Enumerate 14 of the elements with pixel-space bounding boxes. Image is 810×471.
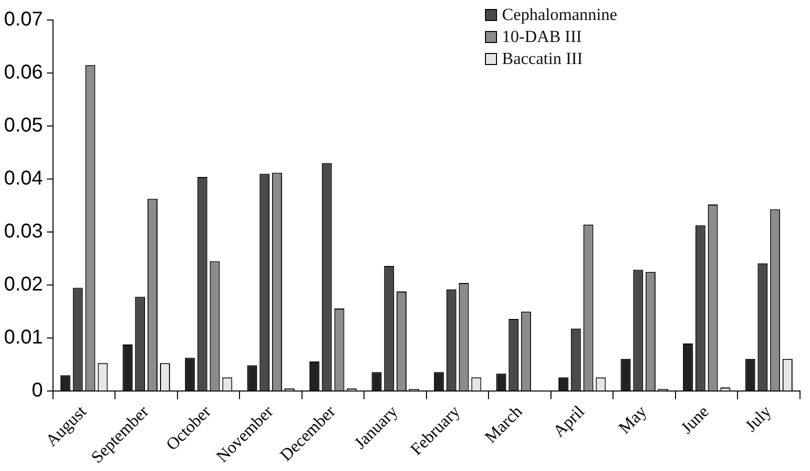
y-tick-label: 0 bbox=[32, 380, 43, 402]
y-tick-label: 0.02 bbox=[4, 274, 43, 296]
y-tick-label: 0.07 bbox=[4, 8, 43, 31]
legend-label: Baccatin III bbox=[502, 48, 583, 70]
y-tick-label: 0.01 bbox=[4, 326, 43, 349]
legend-label: 10-DAB III bbox=[502, 26, 582, 48]
y-tick-label: 0.06 bbox=[4, 62, 43, 84]
x-tick-label: May bbox=[614, 402, 651, 438]
legend-label: Cephalomannine bbox=[502, 4, 618, 26]
x-tick-label: July bbox=[741, 402, 776, 436]
x-tick-label: June bbox=[677, 402, 713, 438]
y-tick-label: 0.03 bbox=[4, 220, 43, 243]
y-tick-label: 0.04 bbox=[4, 168, 43, 190]
y-tick-label: 0.05 bbox=[4, 114, 43, 137]
